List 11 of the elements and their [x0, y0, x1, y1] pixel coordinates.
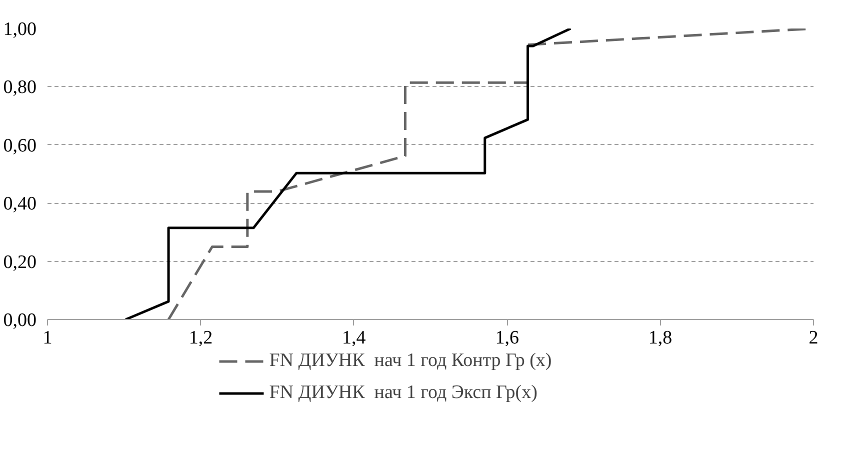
legend-label: FN ДИУНК нач 1 год Контр Гр (x)	[269, 350, 552, 372]
y-tick-label: 0,60	[3, 135, 36, 156]
line-series	[124, 28, 572, 320]
y-tick-label: 0,80	[3, 77, 36, 98]
x-tick-label: 2	[808, 328, 818, 348]
y-tick-label: 1,00	[3, 19, 36, 40]
y-tick-label: 0,00	[3, 310, 36, 331]
legend-label: FN ДИУНК нач 1 год Эксп Гр(x)	[269, 382, 538, 404]
x-tick-label: 1	[42, 328, 52, 348]
y-tick-label: 0,20	[3, 252, 36, 273]
y-tick-label: 0,40	[3, 194, 36, 215]
